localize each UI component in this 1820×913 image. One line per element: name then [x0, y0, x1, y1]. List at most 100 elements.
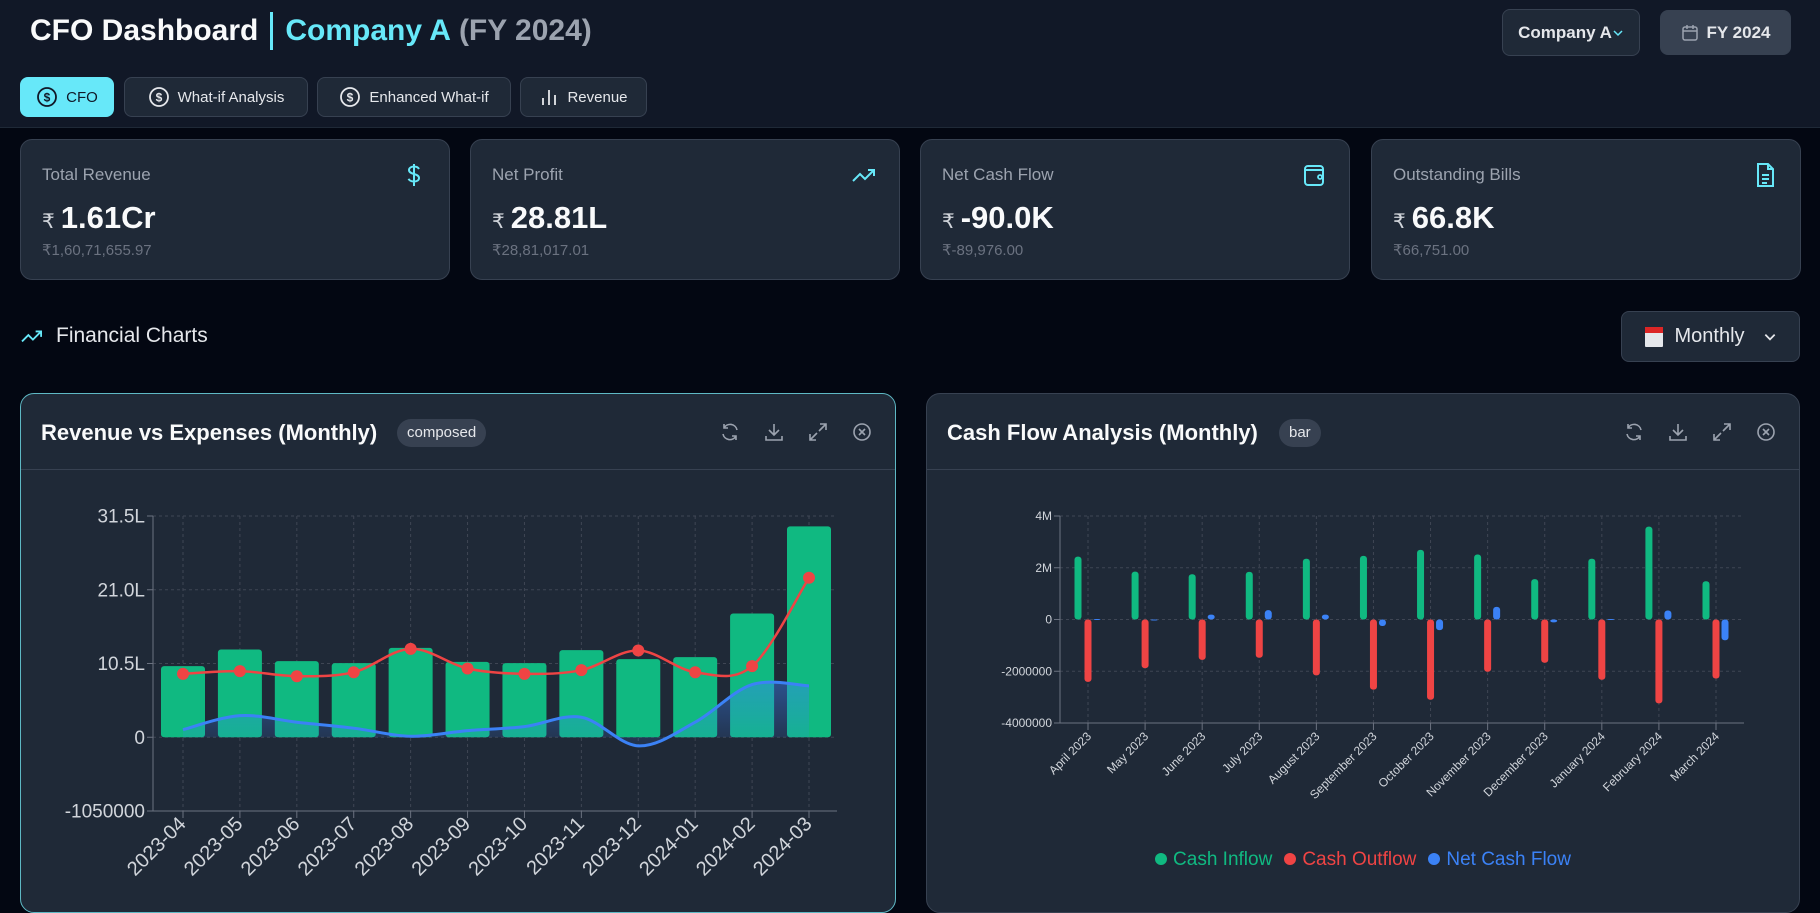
company-select[interactable]: Company A — [1502, 9, 1640, 56]
tab-label: CFO — [66, 88, 98, 106]
x-tick-label: May 2023 — [1104, 729, 1151, 776]
dollar-icon — [407, 164, 421, 186]
chart-title: Revenue vs Expenses (Monthly) — [41, 420, 378, 445]
currency-symbol: ₹ — [492, 211, 505, 233]
cash-inflow-bar — [1245, 571, 1253, 620]
expenses-point — [290, 670, 303, 683]
x-tick-label: 2023-08 — [351, 813, 418, 880]
refresh-icon[interactable] — [1623, 421, 1645, 443]
fiscal-year-label: FY 2024 — [1706, 22, 1771, 42]
y-tick-label: 2M — [1035, 561, 1052, 575]
x-tick-label: 2023-06 — [237, 813, 304, 880]
tab-enhanced-what-if[interactable]: $ Enhanced What-if — [317, 77, 511, 117]
x-tick-label: October 2023 — [1375, 729, 1437, 791]
tab-cfo[interactable]: $ CFO — [20, 77, 114, 117]
kpi-exact-value: ₹1,60,71,655.97 — [42, 242, 152, 259]
expenses-point — [575, 664, 588, 677]
refresh-icon[interactable] — [719, 421, 741, 443]
chart-legend: Cash Inflow Cash Outflow Net Cash Flow — [927, 849, 1799, 871]
expenses-point — [177, 667, 189, 680]
cash-inflow-bar — [1531, 579, 1539, 620]
cash-outflow-bar — [1541, 619, 1549, 663]
y-tick-label: -1050000 — [65, 802, 145, 823]
kpi-label: Net Profit — [492, 165, 563, 184]
cash-outflow-bar — [1598, 619, 1606, 680]
legend-dot — [1428, 853, 1441, 865]
cash-inflow-bar — [1131, 571, 1139, 620]
cash-outflow-bar — [1655, 619, 1663, 704]
period-select[interactable]: Monthly — [1621, 311, 1800, 362]
trending-up-icon — [852, 169, 875, 182]
kpi-exact-value: ₹-89,976.00 — [942, 242, 1024, 259]
x-tick-label: April 2023 — [1046, 729, 1094, 777]
currency-symbol: ₹ — [942, 211, 955, 233]
revenue-bar — [445, 661, 490, 738]
close-icon[interactable] — [1755, 421, 1777, 443]
tab-what-if-analysis[interactable]: $ What-if Analysis — [124, 77, 308, 117]
x-tick-label: 2023-10 — [465, 813, 532, 880]
period-select-value: Monthly — [1674, 325, 1745, 347]
x-tick-label: 2023-12 — [578, 813, 645, 880]
x-tick-label: 2023-04 — [123, 813, 190, 880]
currency-symbol: ₹ — [42, 211, 55, 233]
revenue-bar — [616, 659, 661, 738]
net-cash-flow-bar — [1321, 614, 1329, 620]
dollar-circle-icon: $ — [37, 87, 58, 107]
profit-line — [182, 680, 810, 748]
legend-item-cash-inflow[interactable]: Cash Inflow — [1155, 849, 1272, 871]
chevron-down-icon — [1764, 333, 1775, 341]
kpi-card-net-profit: Net Profit ₹28.81L ₹28,81,017.01 — [470, 139, 900, 280]
x-tick-label: 2024-03 — [749, 813, 816, 880]
cash-outflow-bar — [1198, 619, 1206, 660]
kpi-card-net-cash-flow: Net Cash Flow ₹ -90.0K ₹-89,976.00 — [920, 139, 1350, 280]
tab-revenue[interactable]: Revenue — [520, 77, 647, 117]
trending-up-icon — [21, 330, 42, 343]
x-tick-label: 2023-09 — [408, 813, 475, 880]
fiscal-year-button[interactable]: FY 2024 — [1660, 10, 1791, 55]
y-tick-label: 10.5L — [97, 654, 145, 675]
chart-title: Cash Flow Analysis (Monthly) — [947, 420, 1258, 445]
revenue-bar — [161, 666, 205, 738]
expenses-point — [689, 666, 702, 679]
currency-symbol: ₹ — [1393, 211, 1406, 233]
wallet-icon — [1304, 165, 1324, 186]
kpi-card-total-revenue: Total Revenue ₹1.61Cr ₹1,60,71,655.97 — [20, 139, 450, 280]
kpi-value-text: 66.8K — [1411, 200, 1495, 235]
x-tick-label: 2023-11 — [522, 813, 588, 879]
expenses-point — [746, 660, 759, 673]
chart-card-cash-flow: Cash Flow Analysis (Monthly) bar 4M 2M 0 -2… — [926, 393, 1800, 913]
cash-inflow-bar — [1588, 558, 1596, 620]
legend-item-cash-outflow[interactable]: Cash Outflow — [1284, 849, 1416, 871]
expand-icon[interactable] — [1711, 421, 1733, 443]
legend-item-net-cash-flow[interactable]: Net Cash Flow — [1428, 849, 1571, 871]
x-tick-label: August 2023 — [1265, 729, 1323, 787]
cash-outflow-bar — [1369, 619, 1377, 690]
cash-outflow-bar — [1712, 619, 1720, 679]
section-title: Financial Charts — [56, 324, 208, 347]
chart-type-badge: bar — [1279, 419, 1321, 447]
expenses-point — [518, 667, 531, 680]
cash-inflow-bar — [1074, 556, 1082, 620]
download-icon[interactable] — [1667, 421, 1689, 443]
x-tick-label: March 2024 — [1667, 729, 1722, 784]
kpi-card-outstanding-bills: Outstanding Bills ₹66.8K ₹66,751.00 — [1371, 139, 1801, 280]
expand-icon[interactable] — [807, 421, 829, 443]
cash-inflow-bar — [1188, 574, 1196, 620]
net-cash-flow-bar — [1436, 619, 1444, 631]
svg-text:$: $ — [155, 91, 162, 105]
y-tick-label: -2000000 — [1001, 664, 1052, 678]
x-tick-label: June 2023 — [1159, 729, 1209, 779]
x-tick-label: January 2024 — [1547, 729, 1609, 791]
x-tick-label: 2023-07 — [294, 813, 361, 880]
svg-text:$: $ — [347, 91, 354, 105]
kpi-value: ₹ -90.0K — [942, 200, 1054, 236]
cash-outflow-bar — [1312, 619, 1320, 676]
revenue-bar — [331, 663, 376, 738]
header: CFO Dashboard Company A (FY 2024) Compan… — [0, 0, 1820, 128]
download-icon[interactable] — [763, 421, 785, 443]
close-icon[interactable] — [851, 421, 873, 443]
x-tick-label: 2023-05 — [180, 813, 247, 880]
y-tick-label: 4M — [1035, 509, 1052, 523]
legend-dot — [1284, 853, 1297, 865]
